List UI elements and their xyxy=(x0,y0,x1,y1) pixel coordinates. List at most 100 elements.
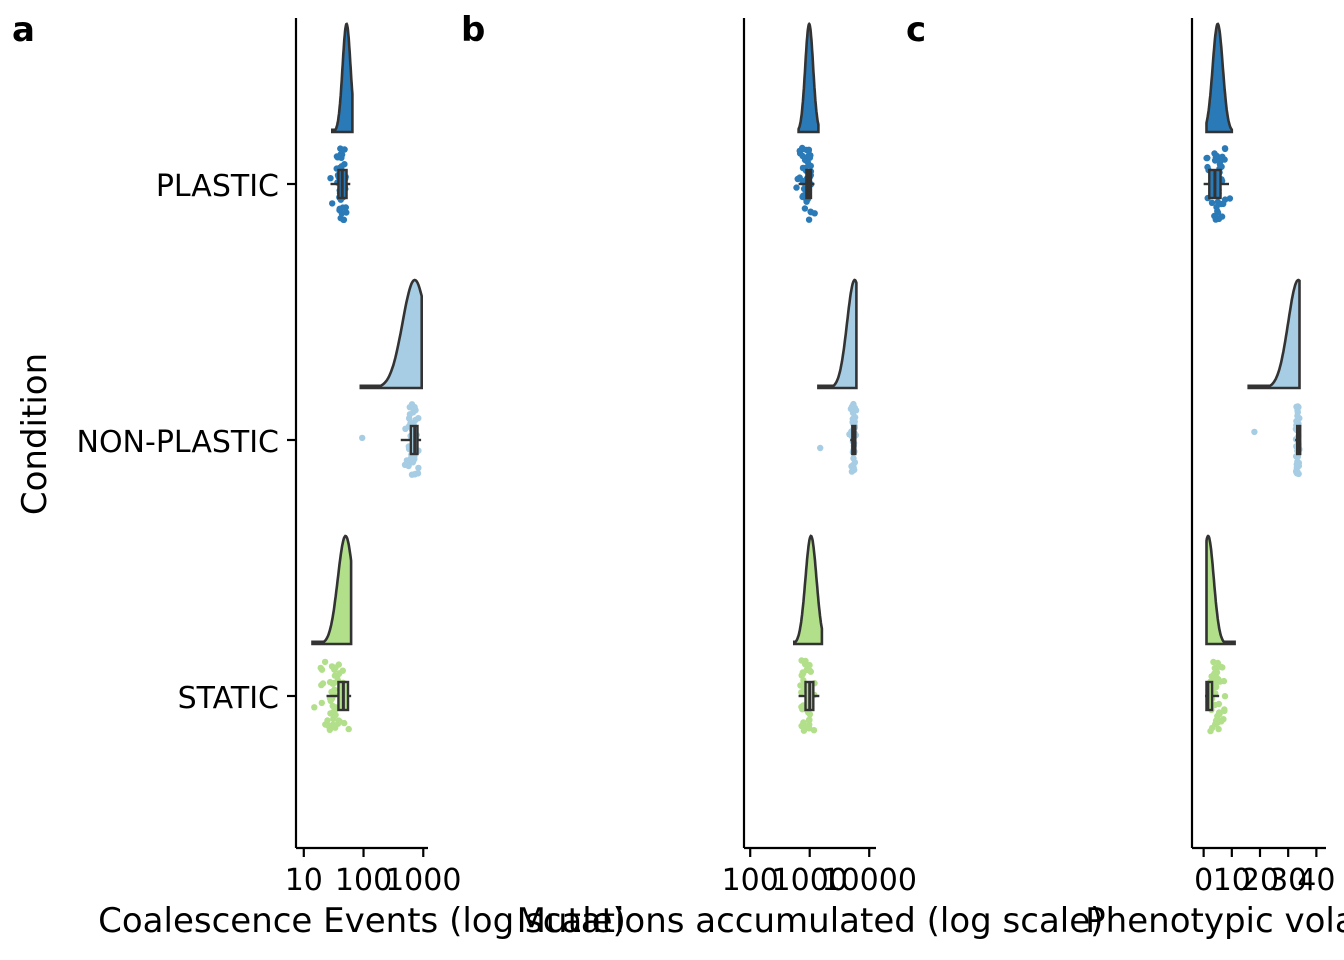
panel-a-outlier-plastic xyxy=(327,175,334,182)
condition-axis: PLASTIC NON-PLASTIC STATIC xyxy=(77,169,296,716)
panel-b-point-static xyxy=(810,727,818,734)
panel-a-point-static xyxy=(345,725,352,733)
panel-c-point-plastic xyxy=(1213,152,1221,160)
panel-a-point-static xyxy=(329,721,337,728)
panel-c-point-plastic xyxy=(1218,213,1226,220)
panel-b-point-plastic xyxy=(801,205,809,212)
panel-c-outlier-non-plastic xyxy=(1251,428,1258,436)
panel-c-violin-plastic xyxy=(1205,22,1234,134)
panel-c-point-static xyxy=(1211,675,1218,683)
panel-c-point-plastic xyxy=(1221,196,1229,203)
panel-b-point-non-plastic xyxy=(851,466,858,474)
panel-a-point-static xyxy=(321,658,329,666)
panel-a-point-static xyxy=(324,717,331,724)
panel-c-point-static xyxy=(1216,678,1224,685)
panel-c-point-plastic xyxy=(1208,199,1216,206)
panel-c-x-tick-label: 30 xyxy=(1269,863,1307,898)
panel-b-x-tick-label: 100 xyxy=(722,863,779,898)
panel-c-point-non-plastic xyxy=(1294,407,1301,414)
panel-b-point-static xyxy=(802,657,809,665)
panel-b-point-plastic xyxy=(805,216,813,223)
panel-c-point-static xyxy=(1214,718,1221,726)
panel-b-point-plastic xyxy=(796,150,804,157)
panel-b-point-non-plastic xyxy=(852,407,860,414)
panel-c-point-plastic xyxy=(1211,212,1218,220)
panel-b-violin-non-plastic xyxy=(817,278,858,390)
y-axis-title: Condition xyxy=(15,353,55,515)
panel-b-point-static xyxy=(803,666,810,674)
panel-c-point-static xyxy=(1215,725,1222,733)
panel-c-x-axis-title: Phenotypic volatility xyxy=(1085,901,1344,941)
panel-b-point-static xyxy=(806,716,813,723)
panel-a-point-static xyxy=(335,717,342,724)
panel-b-point-plastic xyxy=(805,148,812,155)
panel-a-point-plastic xyxy=(337,145,344,152)
panel-c-x-tick-label: 0 xyxy=(1194,863,1213,898)
panel-b-x-axis-title: Mutations accumulated (log scale) xyxy=(517,901,1104,941)
panel-a-violin-static xyxy=(311,534,353,646)
panel-c-marks xyxy=(1203,22,1303,735)
panel-a-point-static xyxy=(326,726,333,733)
panel-a-violin-non-plastic xyxy=(359,278,423,390)
panel-b-point-static xyxy=(800,719,807,726)
panel-a-outlier-static xyxy=(318,699,325,707)
panel-c-point-plastic xyxy=(1221,145,1229,153)
panel-b-x-tick-label: 10000 xyxy=(822,863,917,898)
panel-b-x-tick-label: 1000 xyxy=(772,863,848,898)
panel-c-point-non-plastic xyxy=(1293,468,1301,475)
panel-c-point-static xyxy=(1221,707,1228,715)
panel-a-outlier-non-plastic xyxy=(359,434,366,442)
panel-b-outlier-non-plastic xyxy=(817,444,824,452)
panel-c-point-static xyxy=(1215,663,1223,670)
panel-a-outlier-static xyxy=(311,704,318,711)
panel-letter-b: b xyxy=(461,10,485,50)
panel-a-point-static xyxy=(329,680,336,687)
panel-b-point-plastic xyxy=(800,192,807,199)
panel-c-point-static xyxy=(1221,693,1229,700)
panel-a-point-static xyxy=(332,664,339,671)
panel-c-x-tick-label: 20 xyxy=(1241,863,1279,898)
panel-c-violin-static xyxy=(1205,534,1236,646)
panel-b-point-static xyxy=(806,661,813,669)
panel-b-marks xyxy=(793,22,860,734)
panel-c-point-plastic xyxy=(1226,195,1234,202)
panel-a-x-tick-label: 10 xyxy=(285,863,323,898)
panel-letter-a: a xyxy=(12,10,35,50)
panel-c-point-non-plastic xyxy=(1294,458,1301,465)
condition-label-non-plastic: NON-PLASTIC xyxy=(77,425,280,460)
panel-b-point-plastic xyxy=(799,144,806,152)
panel-b-point-plastic xyxy=(811,210,818,217)
panel-a-point-plastic xyxy=(343,209,350,216)
panel-a-point-static xyxy=(331,686,338,693)
condition-label-plastic: PLASTIC xyxy=(156,169,279,204)
panel-a-point-plastic xyxy=(334,154,341,161)
panel-c-x-tick-label: 40 xyxy=(1297,863,1335,898)
panel-a-point-non-plastic xyxy=(406,411,414,418)
panel-c-x-tick-label: 10 xyxy=(1213,863,1251,898)
panel-c-point-plastic xyxy=(1218,163,1225,170)
panel-c-violin-non-plastic xyxy=(1247,278,1301,390)
panel-a-point-non-plastic xyxy=(406,404,413,411)
panel-b-point-plastic xyxy=(799,164,807,172)
panel-b-point-non-plastic xyxy=(850,455,857,462)
panel-c-point-static xyxy=(1210,658,1217,666)
panel-c-point-static xyxy=(1216,710,1223,718)
panel-a-x-axis-title: Coalescence Events (log scale) xyxy=(98,901,626,941)
panel-b-point-non-plastic xyxy=(849,419,856,426)
panel-c-point-non-plastic xyxy=(1294,417,1301,425)
panel-a-marks xyxy=(311,22,423,733)
panel-a-point-non-plastic xyxy=(408,471,416,478)
panel-a-x-tick-label: 1000 xyxy=(385,863,461,898)
panel-b-point-plastic xyxy=(805,153,812,160)
panel-c-point-plastic xyxy=(1214,198,1222,206)
panel-a-point-plastic xyxy=(337,206,344,214)
panel-a-point-non-plastic xyxy=(412,416,419,424)
panel-a-violin-plastic xyxy=(331,22,354,134)
panel-a-point-non-plastic xyxy=(407,455,414,462)
